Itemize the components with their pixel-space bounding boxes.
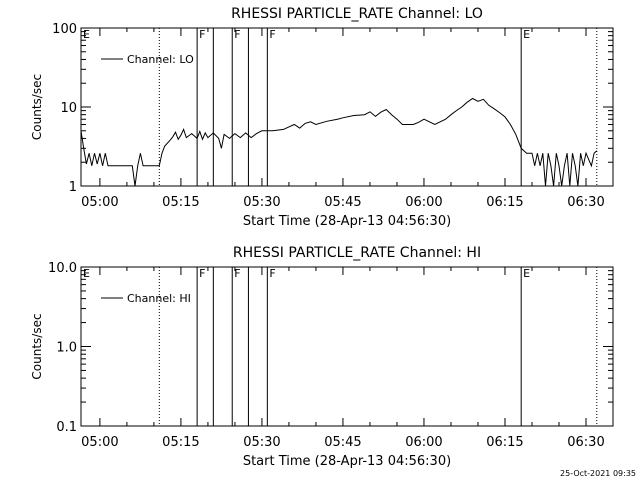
x-tick-label: 06:30 [567,435,604,450]
flag-marker-label: E [523,267,530,280]
y-tick-label: 100 [52,22,77,37]
x-tick-label: 05:00 [81,195,118,210]
flag-marker-label: F [269,267,275,280]
x-tick-label: 05:00 [81,435,118,450]
chart-title: RHESSI PARTICLE_RATE Channel: LO [231,6,483,22]
y-tick-label: 1 [69,180,77,195]
x-tick-label: 05:30 [243,435,280,450]
legend-label: Channel: HI [127,292,191,305]
x-axis-label: Start Time (28-Apr-13 04:56:30) [243,454,451,469]
y-tick-label: 10.0 [48,261,77,276]
chart-title: RHESSI PARTICLE_RATE Channel: HI [233,245,481,261]
x-tick-label: 05:45 [324,195,361,210]
plot-frame [80,266,614,427]
plot-frame [80,27,614,187]
hi-channel-panel: RHESSI PARTICLE_RATE Channel: HI Counts/s… [30,245,614,469]
x-tick-label: 05:30 [243,195,280,210]
x-tick-label: 06:30 [567,195,604,210]
lo-channel-panel: RHESSI PARTICLE_RATE Channel: LO Counts/s… [30,6,614,229]
y-tick-label: 0.1 [56,420,77,435]
flag-marker-label: F [199,28,205,41]
x-tick-label: 06:00 [405,435,442,450]
flag-marker-label: F [199,267,205,280]
flag-marker-label: F [234,28,240,41]
y-axis-label: Counts/sec [30,74,44,140]
footer-timestamp: 25-Oct-2021 09:35 [560,469,636,478]
flag-marker-label: F [234,267,240,280]
x-tick-label: 06:00 [405,195,442,210]
x-tick-label: 05:15 [162,195,199,210]
flag-marker-label: F [269,28,275,41]
x-axis-label: Start Time (28-Apr-13 04:56:30) [243,214,451,229]
y-axis-label: Counts/sec [30,313,44,379]
flag-marker-label: E [83,28,90,41]
x-tick-label: 06:15 [486,435,523,450]
flag-marker-label: E [83,267,90,280]
series-line [80,97,598,187]
flag-marker-label: E [523,28,530,41]
y-tick-label: 10 [60,101,77,116]
x-tick-label: 05:15 [162,435,199,450]
x-tick-label: 05:45 [324,435,361,450]
legend-label: Channel: LO [127,53,194,66]
y-tick-label: 1.0 [56,341,77,356]
x-tick-label: 06:15 [486,195,523,210]
